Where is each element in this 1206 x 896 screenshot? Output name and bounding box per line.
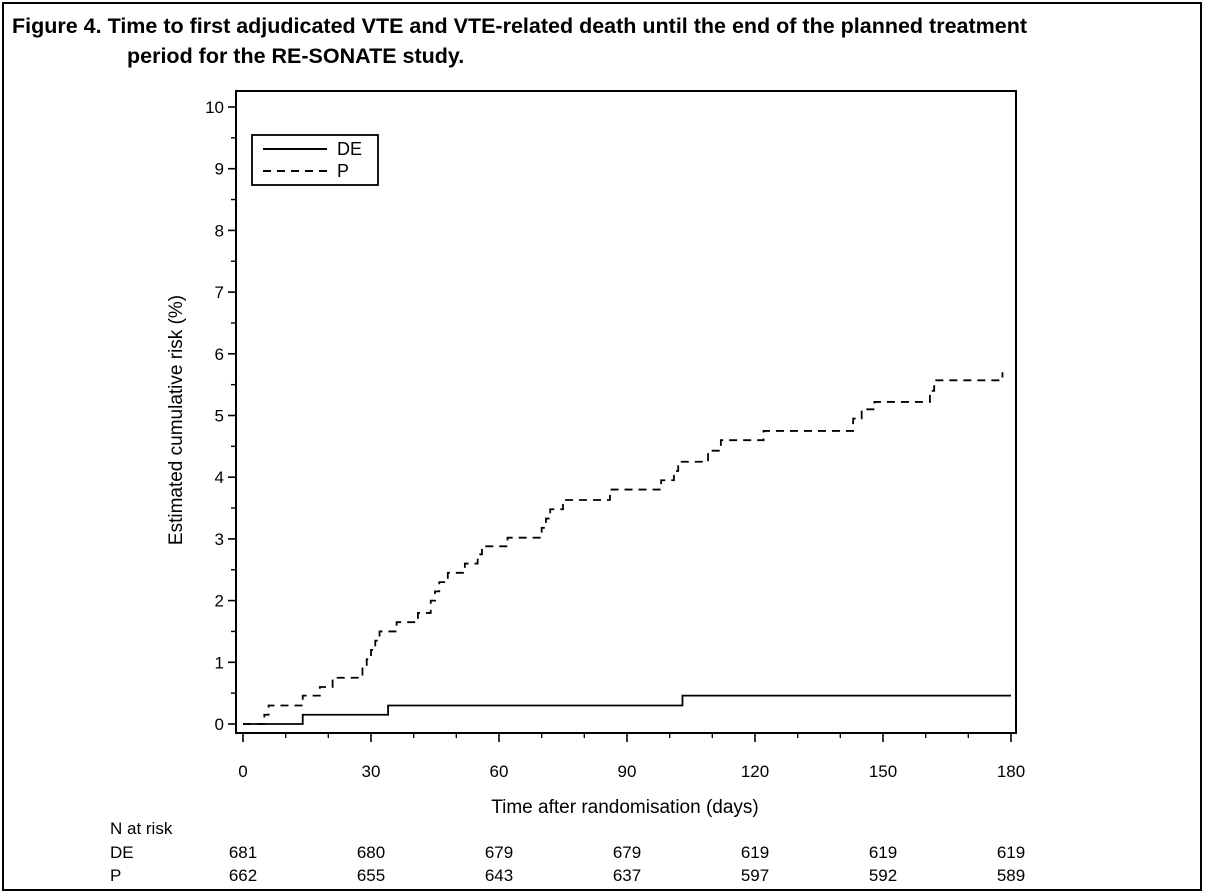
- risk-row-label: DE: [110, 843, 134, 862]
- risk-value: 589: [997, 866, 1025, 885]
- y-tick-label: 2: [215, 592, 224, 611]
- risk-value: 619: [869, 843, 897, 862]
- y-tick-label: 4: [215, 468, 224, 487]
- legend-label-p: P: [337, 161, 349, 181]
- y-tick-label: 7: [215, 283, 224, 302]
- risk-value: 662: [229, 866, 257, 885]
- y-tick-label: 3: [215, 530, 224, 549]
- risk-value: 592: [869, 866, 897, 885]
- risk-value: 679: [485, 843, 513, 862]
- risk-value: 681: [229, 843, 257, 862]
- series-line-p: [243, 372, 1004, 725]
- x-axis: 0 30 60 90 120 150 180: [238, 733, 1025, 781]
- plot-area-frame: [235, 90, 1017, 734]
- y-tick-label: 0: [215, 715, 224, 734]
- x-tick-label: 60: [490, 762, 509, 781]
- y-tick-label: 1: [215, 653, 224, 672]
- legend-box: [251, 134, 379, 186]
- risk-value: 637: [613, 866, 641, 885]
- risk-table-header: N at risk: [110, 819, 173, 838]
- risk-row-label: P: [110, 866, 121, 885]
- legend: DEP: [251, 134, 379, 186]
- risk-table: N at risk DE 681 680 679 679 619 619 619 P 662 655…: [110, 819, 1025, 885]
- figure-title-line-1: Figure 4. Time to first adjudicated VTE …: [12, 14, 1028, 38]
- y-axis-label: Estimated cumulative risk (%): [166, 295, 187, 545]
- x-tick-label: 30: [362, 762, 381, 781]
- x-tick-label: 120: [741, 762, 769, 781]
- risk-value: 679: [613, 843, 641, 862]
- risk-value: 597: [741, 866, 769, 885]
- x-tick-label: 150: [869, 762, 897, 781]
- risk-value: 619: [997, 843, 1025, 862]
- risk-value: 619: [741, 843, 769, 862]
- figure-title-line-2: period for the RE-SONATE study.: [127, 44, 465, 68]
- legend-label-de: DE: [337, 139, 362, 159]
- y-tick-label: 9: [215, 160, 224, 179]
- risk-value: 655: [357, 866, 385, 885]
- series-line-de: [243, 694, 1011, 725]
- x-tick-label: 90: [618, 762, 637, 781]
- x-axis-label: Time after randomisation (days): [491, 797, 759, 818]
- y-tick-label: 8: [215, 221, 224, 240]
- y-tick-label: 5: [215, 407, 224, 426]
- series-layer: [243, 372, 1011, 725]
- risk-value: 680: [357, 843, 385, 862]
- x-tick-label: 0: [238, 762, 247, 781]
- risk-value: 643: [485, 866, 513, 885]
- y-tick-label: 6: [215, 345, 224, 364]
- y-tick-label: 10: [205, 98, 224, 117]
- x-tick-label: 180: [997, 762, 1025, 781]
- y-axis: 0 1 2 3 4 5 6 7 8 9 10: [205, 98, 236, 734]
